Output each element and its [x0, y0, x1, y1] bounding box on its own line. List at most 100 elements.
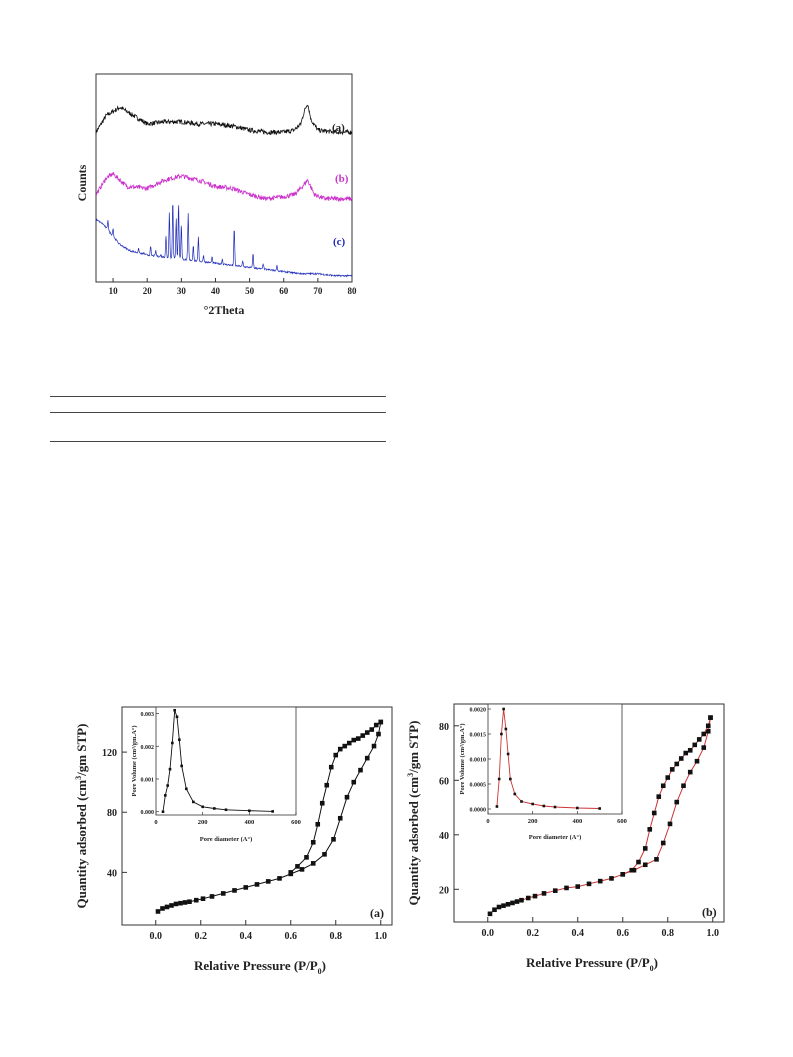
pb-adsorption-point — [586, 881, 592, 887]
pb-desorption-point — [647, 827, 653, 832]
xrd-figure: 10 20 30 40 50 60 70 80 (a) (b) (c) Counts °2Th… — [70, 68, 370, 328]
pb-desorption-point — [705, 723, 711, 729]
pa-adsorption-point — [182, 900, 188, 905]
pb-adsorption-point — [505, 901, 511, 907]
pb-adsorption-point — [642, 862, 648, 868]
pa-desorption-point — [324, 782, 330, 788]
pa-adsorption-point — [232, 888, 237, 893]
pb-inset-x-tick-label: 400 — [572, 818, 582, 825]
pb-inset-point — [513, 792, 517, 796]
pb-inset-point — [504, 727, 508, 731]
pa-desorption-point — [351, 737, 357, 743]
pa-inset-point — [173, 708, 176, 712]
isotherm-b-inset: 0 200 400 600 0.0000 0.0005 0.0010 0.0015 0.0020… — [459, 703, 627, 841]
pb-adsorption-point — [501, 903, 506, 908]
table-top-rule — [50, 396, 386, 397]
pb-inset-point — [500, 732, 503, 736]
pa-adsorption-point — [178, 900, 183, 906]
pa-adsorption-point — [337, 815, 343, 821]
pa-adsorption-point — [376, 731, 381, 737]
xrd-x-tick-label: 10 — [109, 286, 119, 296]
pb-y-tick-label: 20 — [439, 885, 449, 896]
pb-y-tick-label: 80 — [439, 722, 449, 733]
pb-inset-y-tick-label: 0.0000 — [470, 808, 487, 814]
pa-inset-point — [180, 764, 183, 768]
pb-desorption-point — [660, 783, 666, 789]
pa-adsorption-point — [277, 876, 282, 881]
isotherm-b-inset-x-title: Pore diameter (A°) — [529, 834, 582, 841]
pa-inset-point — [168, 767, 172, 771]
pb-inset-point — [497, 777, 501, 781]
xrd-x-tick-label: 70 — [313, 286, 323, 296]
pa-desorption-point — [328, 764, 334, 770]
pa-inset-point — [178, 738, 181, 742]
pb-adsorption-point — [674, 799, 680, 805]
xrd-series-b-line — [95, 172, 353, 202]
pb-inset-point — [542, 804, 546, 808]
pa-inset-line — [162, 710, 273, 812]
isotherm-a-inset-y-title: Pore Volume (cm³/gm.A°) — [131, 725, 138, 796]
pb-x-tick-label: 0.6 — [617, 928, 630, 939]
pb-adsorption-point — [514, 899, 520, 904]
xrd-label-c: (c) — [333, 236, 346, 248]
pb-desorption-point — [656, 794, 662, 799]
xrd-x-tick-label: 60 — [279, 286, 289, 296]
pb-inset-point — [531, 802, 534, 806]
pb-y-tick-label: 40 — [439, 831, 449, 842]
xrd-y-axis-title: Counts — [75, 164, 89, 201]
pb-desorption-point — [708, 715, 713, 720]
pa-desorption-line — [290, 721, 382, 873]
pb-inset-point — [502, 707, 505, 711]
pa-desorption-point — [319, 800, 325, 806]
pa-adsorption-point — [322, 852, 327, 857]
pa-desorption-point — [369, 727, 375, 732]
pa-inset-point — [171, 741, 174, 745]
pa-desorption-point — [360, 733, 366, 738]
pb-desorption-point — [683, 750, 689, 756]
isotherm-b-inset-y-title: Pore Volume (cm³/gm.A°) — [459, 723, 466, 794]
pb-inset-y-tick-label: 0.0005 — [470, 783, 487, 789]
pa-desorption-point — [346, 740, 352, 746]
pa-inset-point — [185, 787, 188, 791]
pa-inset-point — [192, 800, 195, 804]
pb-adsorption-point — [552, 888, 558, 893]
pa-adsorption-point — [187, 899, 192, 904]
pb-desorption-point — [636, 859, 641, 865]
pb-adsorption-point — [564, 885, 569, 891]
pb-adsorption-point — [681, 783, 686, 789]
pa-inset-point — [213, 807, 216, 810]
pa-adsorption-point — [209, 894, 215, 899]
pa-inset-point — [248, 809, 251, 813]
pa-inset-x-tick-label: 600 — [291, 819, 301, 826]
pb-inset-x-tick-label: 0 — [486, 818, 489, 825]
pa-adsorption-point — [358, 767, 363, 773]
pa-adsorption-point — [169, 903, 174, 908]
pb-desorption-point — [629, 867, 635, 873]
pa-desorption-point — [378, 719, 384, 725]
pa-inset-point — [161, 810, 165, 814]
pb-desorption-point — [701, 731, 707, 737]
pb-desorption-point — [678, 756, 684, 761]
pb-adsorption-point — [487, 911, 493, 917]
pa-adsorption-point — [344, 794, 350, 800]
pa-adsorption-point — [164, 904, 170, 910]
isotherm-a-x-axis-title: Relative Pressure (P/P0) — [194, 958, 326, 976]
pa-x-tick-label: 0.4 — [240, 931, 253, 942]
xrd-x-tick-label: 20 — [143, 286, 153, 296]
isotherm-b-x-axis-title: Relative Pressure (P/P0) — [526, 955, 658, 973]
pa-inset-x-tick-label: 0 — [154, 819, 157, 826]
isotherm-b-y-axis-title: Quantity adsorbed (cm3/gm STP) — [406, 721, 421, 906]
isotherm-panel-b: 0.0 0.2 0.4 0.6 0.8 1.0 20 40 60 80 (b) Quantity … — [402, 692, 732, 982]
pa-adsorption-point — [254, 882, 260, 887]
isotherm-a-inset-x-title: Pore diameter (A°) — [200, 836, 253, 843]
pa-inset-point — [224, 808, 228, 812]
pb-desorption-point — [674, 761, 680, 767]
pa-y-tick-label: 40 — [107, 868, 117, 879]
xrd-series-a-line — [95, 104, 353, 136]
isotherm-a-inset: 0 200 400 600 0.000 0.001 0.002 0.003 Pore diam… — [131, 706, 301, 843]
pb-inset-y-tick-label: 0.0020 — [470, 708, 487, 714]
pb-desorption-point — [687, 748, 693, 753]
isotherm-a-chart: 0.0 0.2 0.4 0.6 0.8 1.0 40 80 120 (a) Quantity a… — [74, 706, 393, 976]
pb-desorption-point — [692, 742, 698, 748]
pa-adsorption-point — [200, 896, 206, 901]
